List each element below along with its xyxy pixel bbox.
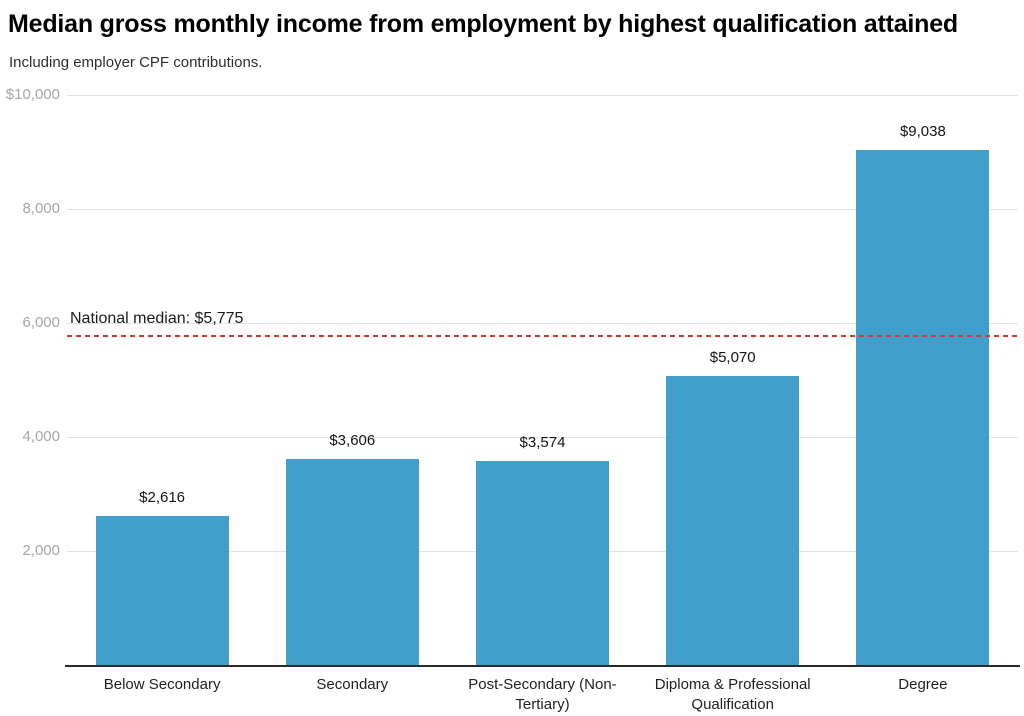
x-axis-category-label: Post-Secondary (Non-Tertiary) xyxy=(468,676,617,714)
bar xyxy=(666,376,800,665)
gridline xyxy=(67,437,1018,438)
y-axis-tick-label: 2,000 xyxy=(22,542,60,559)
national-median-line xyxy=(67,334,1018,337)
national-median-label: National median: $5,775 xyxy=(70,309,244,327)
x-axis-category-label: Secondary xyxy=(316,676,389,693)
gridline xyxy=(67,209,1018,210)
y-axis-tick-label: 4,000 xyxy=(22,428,60,445)
bar-value-label: $3,574 xyxy=(519,434,566,452)
gridline xyxy=(67,95,1018,96)
bar xyxy=(285,459,419,665)
gridline xyxy=(67,323,1018,324)
chart-subtitle: Including employer CPF contributions. xyxy=(9,54,263,71)
bar-value-label: $9,038 xyxy=(899,122,946,140)
y-axis-tick-label: 8,000 xyxy=(22,200,60,217)
chart-title: Median gross monthly income from employm… xyxy=(8,10,959,38)
bar-value-label: $2,616 xyxy=(139,488,186,506)
x-axis-line xyxy=(65,665,1020,667)
x-axis-category-label: Diploma & Professional Qualification xyxy=(654,676,811,714)
x-axis-category-label: Below Secondary xyxy=(103,676,221,693)
bar xyxy=(95,515,229,665)
bar-value-label: $5,070 xyxy=(709,349,756,366)
y-axis-tick-label: $10,000 xyxy=(5,86,60,103)
bar xyxy=(856,149,990,665)
x-axis-category-label: Degree xyxy=(898,676,948,693)
y-axis-tick-label: 6,000 xyxy=(22,314,60,331)
bar-value-label: $3,606 xyxy=(329,432,376,450)
bar xyxy=(475,461,610,665)
